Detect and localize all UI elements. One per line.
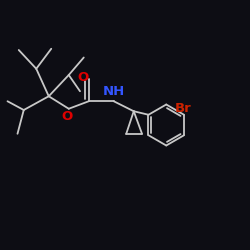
Text: Br: Br xyxy=(175,102,192,115)
Text: NH: NH xyxy=(103,85,125,98)
Text: O: O xyxy=(62,110,73,123)
Text: O: O xyxy=(78,71,89,84)
